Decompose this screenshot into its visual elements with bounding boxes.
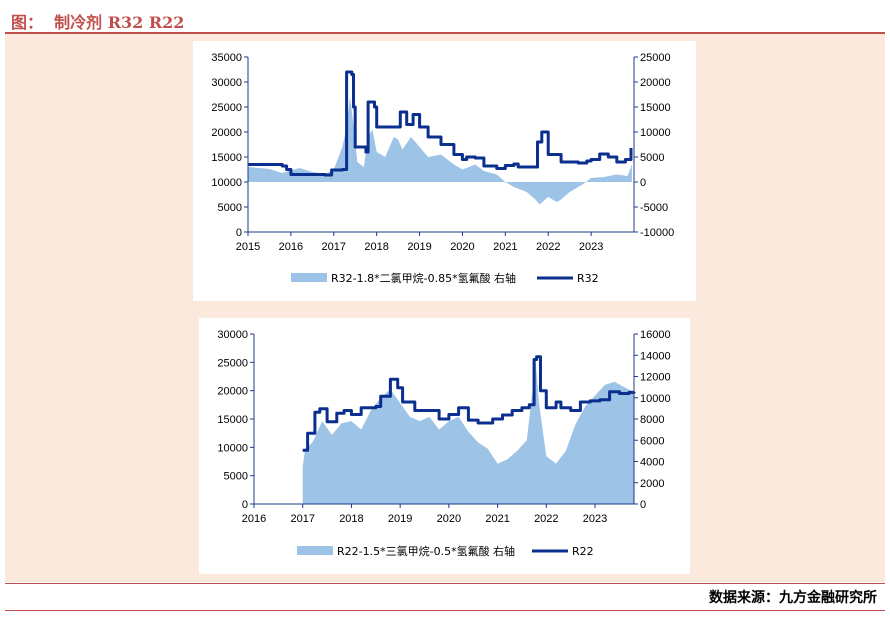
y-right-tick-label: 25000	[640, 52, 671, 64]
x-tick-label: 2016	[279, 241, 303, 253]
x-tick-label: 2023	[583, 513, 607, 525]
chart-r22-card: 30000 25000 20000 15000 10000 5000 0 16000 14000…	[199, 318, 690, 574]
x-tick-label: 2021	[493, 241, 517, 253]
y-right-tick-label: 8000	[640, 414, 664, 426]
legend-label-area: R22-1.5*三氯甲烷-0.5*氢氟酸 右轴	[337, 544, 515, 558]
legend-swatch-area	[297, 546, 333, 555]
y-left-tick-label: 15000	[217, 414, 248, 426]
x-tick-label: 2021	[485, 513, 509, 525]
y-left-tick-label: 10000	[217, 442, 248, 454]
legend-label-line: R32	[577, 272, 599, 285]
x-tick-label: 2019	[388, 513, 412, 525]
y-left-tick-label: 10000	[211, 177, 242, 189]
x-tick-label: 2018	[339, 513, 363, 525]
x-tick-label: 2023	[579, 241, 603, 253]
y-left-tick-label: 35000	[211, 52, 242, 64]
y-left-tick-label: 30000	[211, 77, 242, 89]
y-right-tick-label: -10000	[640, 227, 674, 239]
x-tick-label: 2019	[407, 241, 431, 253]
chart-r32: 35000 30000 25000 20000 15000 10000 5000 0 25000…	[211, 52, 674, 285]
y-right-tick-label: 2000	[640, 478, 664, 490]
y-left-tick-label: 15000	[211, 152, 242, 164]
y-right-tick-label: 6000	[640, 435, 664, 447]
legend-swatch-area	[291, 273, 327, 282]
x-tick-label: 2017	[322, 241, 346, 253]
y-left-tick-label: 30000	[217, 329, 248, 341]
series-area-0	[248, 97, 632, 205]
y-right-tick-label: 0	[640, 177, 646, 189]
y-left-tick-label: 0	[242, 499, 248, 511]
y-right-tick-label: 10000	[640, 393, 671, 405]
chart-r32-card: 35000 30000 25000 20000 15000 10000 5000 0 25000…	[193, 41, 696, 301]
y-right-tick-label: 12000	[640, 372, 671, 384]
x-tick-label: 2018	[364, 241, 388, 253]
y-right-tick-label: 5000	[640, 152, 664, 164]
chart-r22: 3000025000200001500010000500001600014000…	[217, 329, 671, 558]
x-tick-label: 2020	[437, 513, 461, 525]
y-right-tick-label: 4000	[640, 457, 664, 469]
figure-title: 图： 制冷剂 R32 R22	[11, 13, 185, 32]
y-right-tick-label: 0	[640, 499, 646, 511]
x-tick-label: 2017	[290, 513, 314, 525]
series-line-1	[302, 355, 636, 452]
y-right-tick-label: 15000	[640, 102, 671, 114]
y-left-tick-label: 0	[236, 227, 242, 239]
y-right-tick-label: 14000	[640, 350, 671, 362]
source-bar: 数据来源：九方金融研究所	[5, 583, 885, 611]
y-left-tick-label: 5000	[218, 202, 242, 214]
x-tick-label: 2016	[242, 513, 266, 525]
y-left-tick-label: 25000	[211, 102, 242, 114]
series-line-0	[248, 70, 633, 177]
x-tick-label: 2022	[536, 241, 560, 253]
x-tick-label: 2022	[534, 513, 558, 525]
y-left-tick-label: 25000	[217, 357, 248, 369]
y-left-tick-label: 20000	[217, 386, 248, 398]
x-tick-label: 2015	[236, 241, 260, 253]
y-right-tick-label: -5000	[640, 202, 668, 214]
y-right-tick-label: 20000	[640, 77, 671, 89]
series-area-1	[302, 360, 634, 504]
data-source: 数据来源：九方金融研究所	[709, 590, 877, 606]
legend-label-line: R22	[572, 545, 594, 558]
legend-label-area: R32-1.8*二氯甲烷-0.85*氢氟酸 右轴	[331, 271, 516, 285]
y-right-tick-label: 10000	[640, 127, 671, 139]
title-bar: 图： 制冷剂 R32 R22	[5, 6, 885, 34]
y-left-tick-label: 5000	[224, 471, 248, 483]
y-left-tick-label: 20000	[211, 127, 242, 139]
y-right-tick-label: 16000	[640, 329, 671, 341]
x-tick-label: 2020	[450, 241, 474, 253]
